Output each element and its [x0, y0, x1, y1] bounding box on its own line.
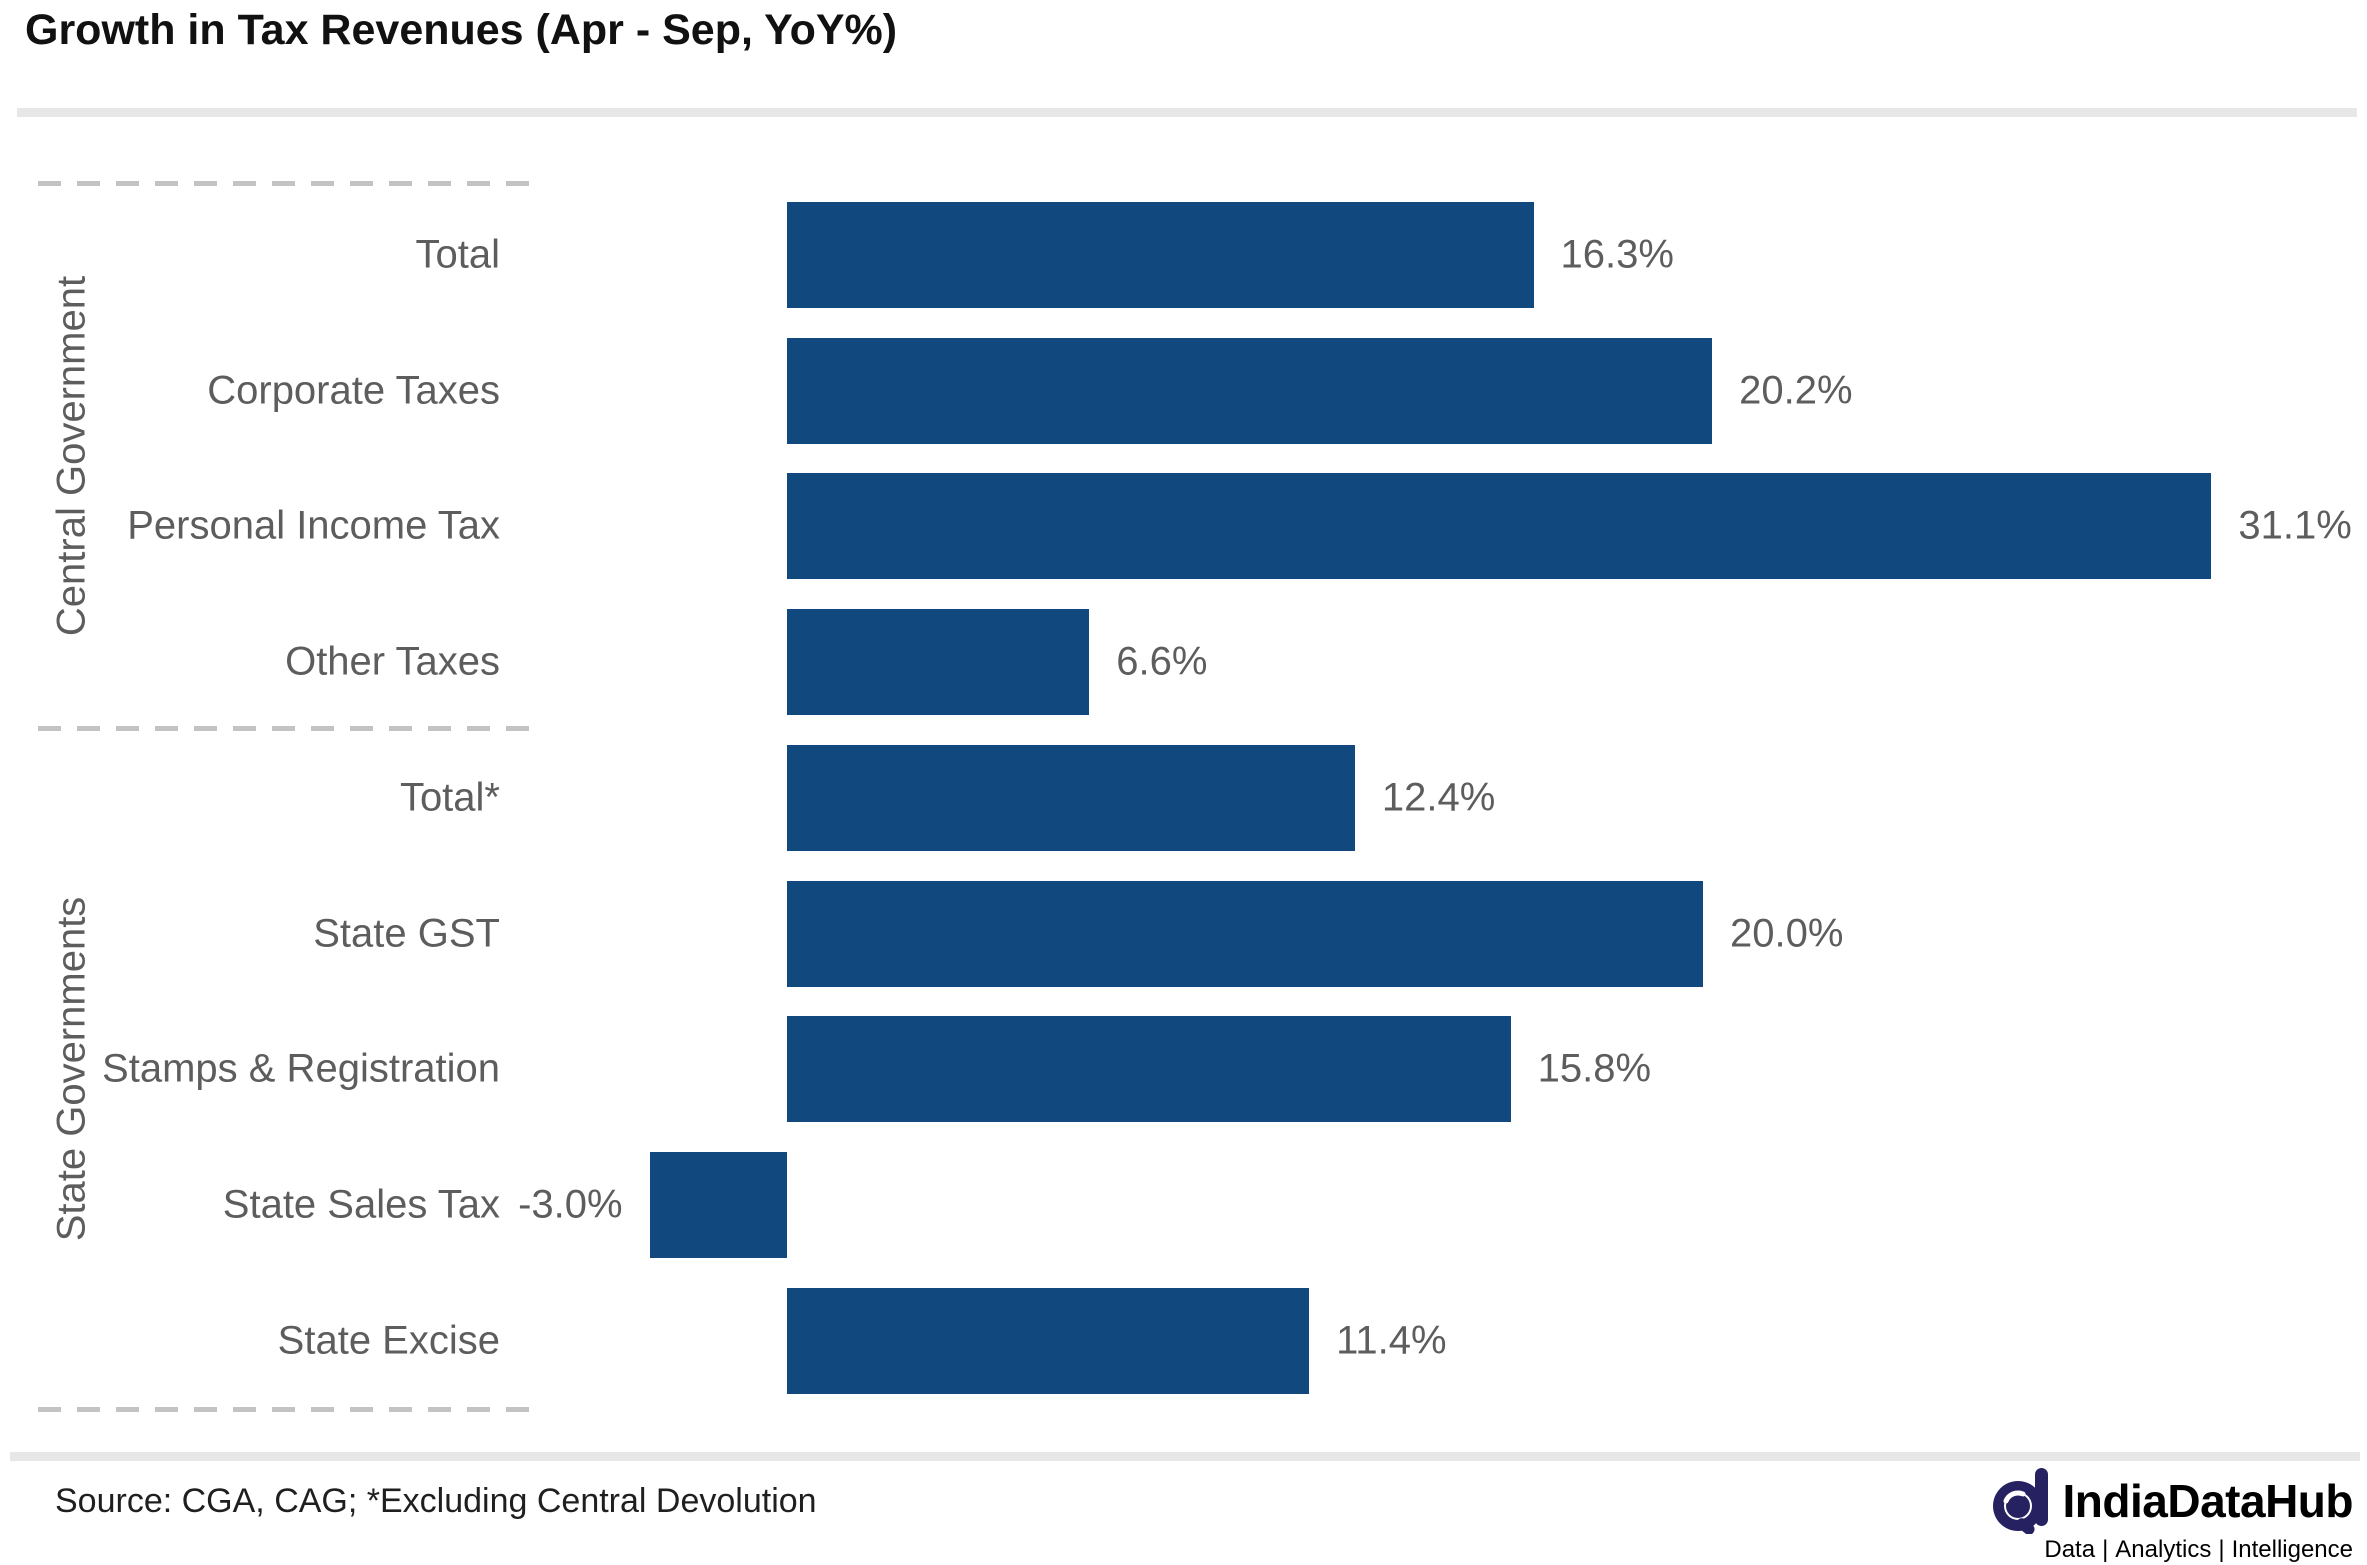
value-label: 12.4%: [1381, 775, 1496, 820]
bar: [787, 744, 1355, 851]
tagline-separator: |: [2102, 1536, 2109, 1563]
group-boundary-middle: [38, 726, 530, 731]
group-label-central-government: Central Government: [49, 275, 94, 637]
bar: [787, 1016, 1511, 1123]
category-label: Other Taxes: [285, 639, 500, 684]
category-label: State Excise: [277, 1318, 500, 1363]
logo-tagline: Data | Analytics | Intelligence: [2008, 1536, 2353, 1564]
value-label: 11.4%: [1336, 1318, 1447, 1363]
value-label: 20.2%: [1739, 368, 1853, 413]
logo-brand-text: IndiaDataHub: [2062, 1475, 2354, 1527]
source-note: Source: CGA, CAG; *Excluding Central Dev…: [55, 1482, 817, 1520]
header-divider: [17, 108, 2357, 117]
value-label: 6.6%: [1116, 639, 1208, 684]
value-label: -3.0%: [518, 1182, 623, 1227]
bar: [787, 1287, 1310, 1394]
indiadatahub-d-magnifier-icon: [1992, 1468, 2048, 1534]
category-label: Total: [415, 232, 501, 277]
category-label: Personal Income Tax: [127, 503, 500, 548]
bar: [649, 1151, 787, 1258]
value-label: 16.3%: [1560, 232, 1674, 277]
category-label: State GST: [313, 911, 500, 955]
group-boundary-top: [38, 181, 530, 186]
bar: [787, 473, 2212, 580]
indiadatahub-logo: IndiaDataHub Data | Analytics | Intelligence: [1992, 1468, 2354, 1563]
value-label: 31.1%: [2238, 503, 2352, 548]
tagline-data: Data: [2044, 1536, 2096, 1563]
group-boundary-bottom: [38, 1407, 530, 1412]
category-label: State Sales Tax: [222, 1182, 500, 1227]
category-label: Stamps & Registration: [102, 1046, 500, 1091]
tagline-separator: |: [2218, 1536, 2225, 1563]
value-label: 20.0%: [1730, 911, 1844, 955]
bar: [787, 880, 1703, 987]
category-label: Total*: [399, 775, 500, 820]
footer-divider: [10, 1452, 2360, 1461]
bar: [787, 609, 1090, 716]
bar: [787, 337, 1713, 444]
bar: [787, 202, 1534, 308]
tagline-intelligence: Intelligence: [2231, 1536, 2353, 1563]
chart-title: Growth in Tax Revenues (Apr - Sep, YoY%): [25, 6, 898, 54]
tagline-analytics: Analytics: [2115, 1536, 2212, 1563]
value-label: 15.8%: [1537, 1046, 1652, 1091]
chart-area: Central Government State Governments Tot…: [0, 181, 2367, 1412]
category-label: Corporate Taxes: [207, 368, 500, 413]
